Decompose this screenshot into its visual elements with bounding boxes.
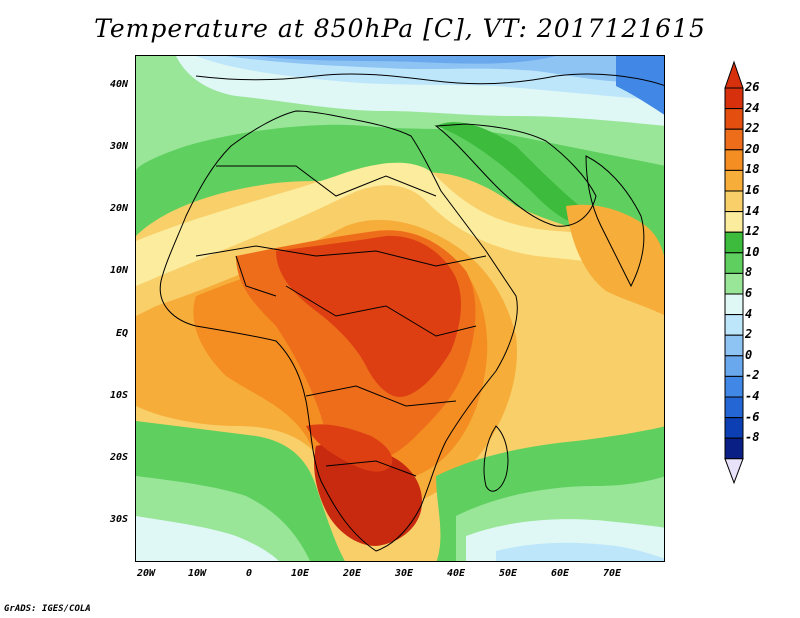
colorbar-box [724, 375, 744, 398]
temperature-map [135, 55, 665, 562]
field-very-hot-south [306, 424, 393, 472]
colorbar-bottom-arrow [724, 458, 744, 485]
colorbar-label: 18 [745, 162, 760, 177]
field-hot-core-south [314, 444, 422, 546]
lat-label-30s: 30S [109, 514, 128, 525]
lat-label-10n: 10N [109, 265, 128, 276]
colorbar-label: 12 [745, 224, 760, 239]
lon-label-0: 0 [245, 568, 253, 579]
lat-label-20n: 20N [109, 203, 128, 214]
colorbar-box [724, 334, 744, 357]
field-cyan-southwest [136, 516, 279, 561]
colorbar-box [724, 355, 744, 377]
colorbar-box [724, 190, 744, 213]
colorbar-box [724, 108, 744, 130]
lon-label-70e: 70E [602, 568, 622, 579]
map-canvas [136, 56, 664, 561]
border-west [235, 255, 277, 297]
colorbar-boxes [724, 60, 744, 485]
colorbar-box [724, 396, 744, 419]
colorbar-label: 22 [745, 121, 760, 136]
lon-label-20e: 20E [342, 568, 362, 579]
colorbar-label: -2 [745, 368, 760, 383]
lat-label-eq: EQ [115, 328, 128, 339]
africa-coastline [159, 110, 518, 552]
colorbar-label: 0 [745, 347, 753, 362]
colorbar-box [724, 231, 744, 254]
colorbar-label: 14 [745, 203, 760, 218]
field-india-warm [566, 204, 664, 316]
india-coastline [585, 155, 645, 288]
field-very-hot-central [276, 235, 462, 397]
colorbar-label: 8 [745, 265, 753, 280]
footer-credit: GrADS: IGES/COLA [4, 604, 91, 614]
chart-title: Temperature at 850hPa [C], VT: 201712161… [94, 14, 706, 43]
colorbar-box [724, 293, 744, 316]
colorbar-label: -6 [745, 409, 760, 424]
colorbar [724, 60, 744, 485]
border-central [285, 285, 477, 337]
colorbar-label: 20 [745, 141, 760, 156]
lat-label-40n: 40N [109, 79, 128, 90]
colorbar-label: 10 [745, 244, 760, 259]
colorbar-label: 24 [745, 100, 760, 115]
field-blue-dark-east [616, 56, 664, 115]
madagascar-coastline [483, 425, 509, 492]
colorbar-box [724, 272, 744, 295]
field-green-arabia [436, 122, 606, 227]
field-blue-north [226, 56, 664, 83]
colorbar-top-arrow [724, 60, 744, 89]
colorbar-box [724, 417, 744, 439]
colorbar-box [724, 252, 744, 274]
arabia-coastline [434, 123, 597, 227]
field-blue-dark-north [256, 56, 556, 64]
lon-label-50e: 50E [498, 568, 518, 579]
border-south [305, 385, 457, 407]
colorbar-label: 26 [745, 80, 760, 94]
colorbar-label: 2 [745, 327, 753, 342]
lat-label-10s: 10S [109, 390, 128, 401]
lon-label-10w: 10W [187, 568, 207, 579]
colorbar-label: 6 [745, 286, 753, 300]
border-sahel [195, 245, 487, 267]
colorbar-label: -4 [745, 389, 760, 403]
lon-label-60e: 60E [550, 568, 570, 579]
lon-label-40e: 40E [446, 568, 466, 579]
colorbar-box [724, 128, 744, 151]
lon-label-30e: 30E [394, 568, 414, 579]
colorbar-box [724, 169, 744, 192]
colorbar-box [724, 314, 744, 336]
europe-coastline [195, 73, 664, 86]
colorbar-box [724, 211, 744, 233]
coastlines [159, 73, 664, 552]
colorbar-box [724, 87, 744, 110]
lon-label-20w: 20W [136, 568, 156, 579]
colorbar-label: 16 [745, 183, 760, 197]
colorbar-box [724, 437, 744, 460]
lat-label-30n: 30N [109, 141, 128, 152]
colorbar-label: 4 [745, 306, 753, 321]
lat-label-20s: 20S [109, 452, 128, 463]
lon-label-10e: 10E [290, 568, 310, 579]
colorbar-box [724, 149, 744, 171]
border-north [216, 165, 437, 197]
border-southern-africa [325, 460, 417, 477]
field-blue-southeast [496, 542, 664, 561]
colorbar-label: -8 [745, 430, 760, 445]
